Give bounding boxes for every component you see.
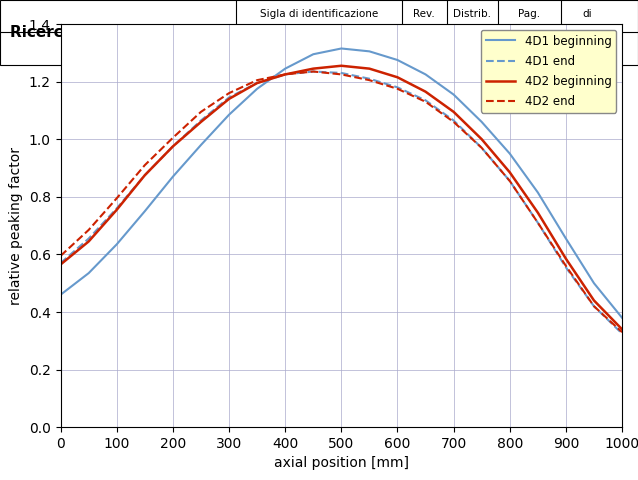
Text: di: di	[582, 9, 592, 19]
FancyBboxPatch shape	[0, 0, 638, 65]
Text: L: L	[469, 42, 475, 55]
Text: Sigla di identificazione: Sigla di identificazione	[260, 9, 378, 19]
Legend: 4D1 beginning, 4D1 end, 4D2 beginning, 4D2 end: 4D1 beginning, 4D1 end, 4D2 beginning, 4…	[481, 30, 616, 113]
Text: Ricerca Sistema Elettrico: Ricerca Sistema Elettrico	[10, 25, 226, 40]
Y-axis label: relative peaking factor: relative peaking factor	[10, 146, 24, 305]
Text: 170: 170	[600, 42, 625, 55]
Text: ADPFISS – LP2 – 041: ADPFISS – LP2 – 041	[255, 42, 383, 55]
Text: Pag.: Pag.	[519, 9, 540, 19]
X-axis label: axial position [mm]: axial position [mm]	[274, 456, 409, 470]
Text: Rev.: Rev.	[413, 9, 435, 19]
Text: 43: 43	[522, 42, 537, 55]
Text: 0: 0	[420, 42, 428, 55]
Text: Distrib.: Distrib.	[453, 9, 491, 19]
